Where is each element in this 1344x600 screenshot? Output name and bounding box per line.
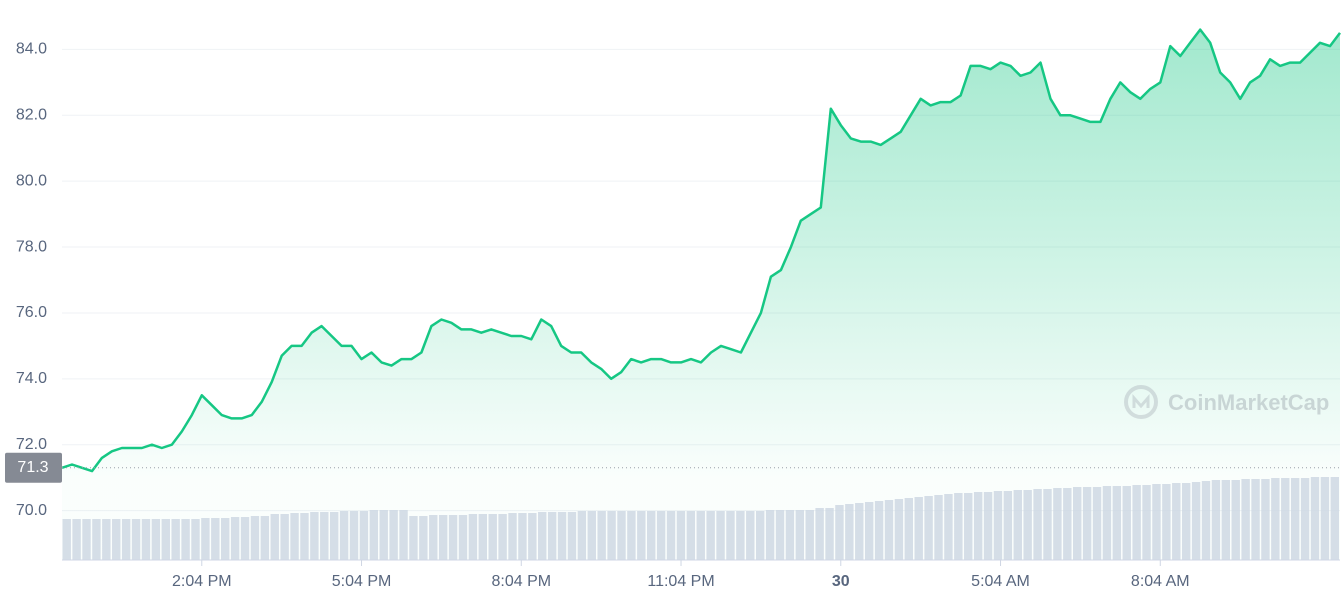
x-tick-label: 30 [832,573,850,590]
y-tick-label: 70.0 [16,502,47,519]
area [62,29,1340,561]
x-tick-label: 8:04 PM [491,573,551,590]
x-tick-label: 5:04 AM [971,573,1030,590]
price-line [61,28,1341,473]
baseline-label: 71.3 [17,459,48,476]
baseline-box [5,452,62,483]
x-tick-label: 5:04 PM [332,573,392,590]
watermark: CoinMarketCap [1124,385,1329,419]
y-tick-label: 74.0 [16,370,47,387]
x-tick-label: 11:04 PM [647,573,714,590]
y-tick-label: 84.0 [16,41,47,58]
y-tick-label: 76.0 [16,304,47,321]
x-tick-label: 2:04 PM [172,573,232,590]
y-tick-label: 78.0 [16,238,47,255]
watermark-text: CoinMarketCap [1168,390,1329,415]
y-tick-label: 80.0 [16,172,47,189]
y-tick-label: 72.0 [16,436,47,453]
x-tick-label: 8:04 AM [1131,573,1190,590]
y-tick-label: 82.0 [16,107,47,124]
